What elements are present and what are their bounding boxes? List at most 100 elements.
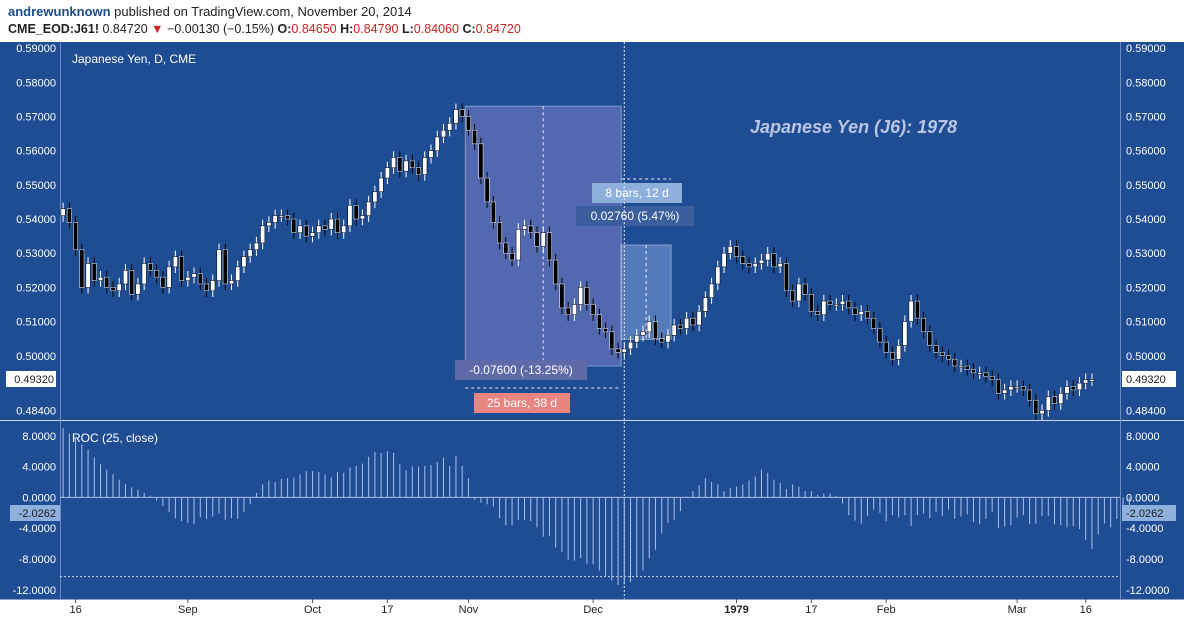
- candle: [677, 324, 683, 329]
- range-up-label-box: [576, 206, 694, 226]
- candle: [646, 321, 652, 333]
- candle: [172, 256, 178, 268]
- candle: [359, 215, 365, 220]
- price-axis-label-right: 0.56000: [1126, 146, 1166, 158]
- candle: [653, 321, 658, 339]
- candle: [671, 324, 677, 336]
- candle: [1008, 386, 1014, 391]
- candle: [790, 290, 796, 302]
- ohlc-line: CME_EOD:J61! 0.84720 ▼ −0.00130 (−0.15%)…: [8, 22, 521, 36]
- candle: [1083, 379, 1089, 384]
- candle: [478, 143, 484, 179]
- candle: [497, 222, 503, 244]
- candle: [303, 225, 309, 237]
- roc-axis-label-left: 4.0000: [22, 462, 56, 474]
- candle: [272, 215, 278, 223]
- candle: [253, 242, 259, 251]
- candle: [952, 358, 958, 367]
- candle: [765, 252, 771, 261]
- current-price-box-right: [1122, 371, 1176, 388]
- price-axis-label-left: 0.57000: [16, 111, 56, 123]
- candle: [160, 276, 166, 288]
- roc-axis-label-right: -12.0000: [1126, 585, 1169, 597]
- current-price-box-left: [6, 371, 56, 388]
- candle: [378, 177, 384, 192]
- candle: [571, 304, 577, 315]
- author-link[interactable]: andrewunknown: [8, 4, 111, 19]
- candle: [522, 225, 527, 230]
- time-axis-background: [0, 599, 1184, 627]
- roc-axis-label-right: -8.0000: [1126, 554, 1163, 566]
- candle: [484, 177, 490, 203]
- candle: [1064, 386, 1070, 394]
- time-axis-label: 17: [381, 604, 393, 616]
- range-up-bars-label: 8 bars, 12 d: [605, 186, 668, 200]
- candle: [1002, 389, 1008, 394]
- time-axis-label: 17: [805, 604, 817, 616]
- candle: [528, 225, 534, 233]
- candle: [883, 341, 889, 353]
- candle: [216, 249, 222, 281]
- price-axis-label-right: 0.57000: [1126, 111, 1166, 123]
- candle: [634, 335, 640, 343]
- candle: [628, 341, 633, 350]
- candle: [278, 215, 284, 218]
- high-value: 0.84790: [353, 22, 399, 36]
- candle: [210, 280, 216, 292]
- candle: [846, 300, 852, 309]
- candle: [353, 205, 359, 220]
- candle: [104, 276, 110, 288]
- candle: [204, 283, 209, 292]
- candle: [808, 293, 814, 312]
- price-axis-label-left: 0.59000: [16, 43, 56, 55]
- candle: [865, 311, 870, 319]
- candle: [802, 283, 808, 295]
- time-axis-label: 16: [69, 604, 81, 616]
- roc-current-box-right: [1122, 505, 1176, 522]
- candle: [771, 252, 777, 268]
- chart-canvas[interactable]: 0.59000 0.59000 0.58000 0.58000 0.57000 0.570…: [0, 42, 1184, 627]
- candle: [428, 150, 434, 158]
- open-value: 0.84650: [291, 22, 337, 36]
- candle: [971, 369, 976, 374]
- time-axis-label: Feb: [877, 604, 896, 616]
- candle: [877, 328, 883, 343]
- candle: [702, 297, 708, 312]
- candle: [1070, 386, 1076, 391]
- roc-axis-label-right: 0.0000: [1126, 492, 1160, 504]
- candle: [372, 191, 378, 203]
- candle: [197, 273, 203, 285]
- candle: [783, 263, 789, 292]
- candle: [709, 283, 715, 298]
- candle: [503, 242, 509, 254]
- time-axis-label: 1979: [724, 604, 748, 616]
- candle: [235, 266, 241, 281]
- candle: [409, 160, 415, 169]
- candle: [815, 311, 821, 315]
- candle: [615, 348, 621, 353]
- candle: [727, 246, 733, 254]
- candle: [341, 225, 347, 233]
- price-axis-label-right: 0.54000: [1126, 214, 1166, 226]
- candle: [453, 109, 459, 124]
- candle: [509, 252, 515, 261]
- candle: [914, 300, 920, 319]
- candle: [852, 307, 858, 315]
- candle: [441, 129, 446, 138]
- candle: [777, 263, 783, 268]
- roc-axis-label-left: 0.0000: [22, 492, 56, 504]
- candle: [154, 270, 160, 278]
- roc-axis-label-left: 8.0000: [22, 431, 56, 443]
- candle: [684, 317, 690, 329]
- candle: [540, 232, 546, 247]
- candle: [871, 317, 877, 329]
- last-price: 0.84720: [102, 22, 148, 36]
- candle: [1077, 382, 1082, 391]
- candle: [434, 136, 440, 151]
- roc-axis-label-left: -8.0000: [19, 554, 56, 566]
- publish-line: andrewunknown published on TradingView.c…: [8, 4, 412, 19]
- candle: [721, 252, 727, 268]
- candle: [347, 205, 353, 227]
- candle: [328, 218, 334, 230]
- price-axis-label-left: 0.52000: [16, 282, 56, 294]
